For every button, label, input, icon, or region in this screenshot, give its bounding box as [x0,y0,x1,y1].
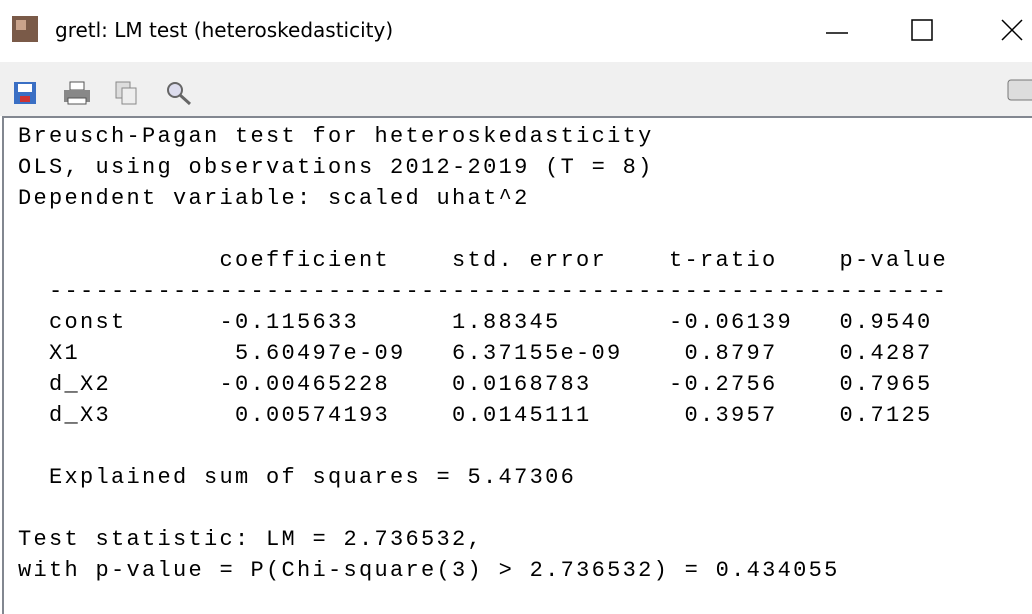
table-cell: 0.0145111 [452,403,592,428]
column-header: std. error [452,248,608,273]
close-button[interactable] [1001,19,1023,41]
save-button[interactable] [14,82,36,104]
table-cell: -0.06139 [669,310,794,335]
title-bar: gretl: LM test (heteroskedasticity) [0,0,1032,62]
print-button[interactable] [64,81,90,105]
column-header: coefficient [219,248,391,273]
table-cell: 1.88345 [452,310,561,335]
column-header: t-ratio [669,248,778,273]
table-cell: -0.2756 [669,372,778,397]
output-text: Breusch-Pagan test for heteroskedasticit… [2,116,1032,614]
row-label: d_X2 [49,372,112,397]
table-cell: 0.4287 [839,341,933,366]
copy-button[interactable] [115,81,137,105]
window-list-button[interactable] [1007,79,1032,101]
search-button[interactable] [167,82,192,106]
toolbar [0,62,1032,116]
window-title: gretl: LM test (heteroskedasticity) [55,18,394,42]
toolbar-icons [14,79,1032,106]
test-line: Test statistic: LM = 2.736532, [18,527,484,552]
table-cell: 5.60497e-09 [235,341,406,366]
table-rule: ----------------------------------------… [49,279,949,304]
heading-line: Breusch-Pagan test for heteroskedasticit… [18,124,654,149]
title-bar-graphics [12,16,1023,42]
test-line: with p-value = P(Chi-square(3) > 2.73653… [18,558,840,583]
table-cell: 0.0168783 [452,372,592,397]
table-cell: 0.8797 [684,341,778,366]
table-cell: 0.00574193 [235,403,391,428]
heading-line: Dependent variable: scaled uhat^2 [18,186,530,211]
table-cell: 0.7965 [839,372,933,397]
app-icon [16,20,26,30]
table-cell: -0.115633 [219,310,360,335]
ess-line: Explained sum of squares = 5.47306 [49,465,577,490]
table-cell: 0.7125 [839,403,933,428]
column-header: p-value [839,248,949,273]
table-cell: -0.00465228 [219,372,391,397]
table-cell: 0.9540 [839,310,933,335]
table-cell: 6.37155e-09 [452,341,623,366]
table-cell: 0.3957 [684,403,778,428]
row-label: const [49,310,127,335]
maximize-button[interactable] [911,19,933,41]
heading-line: OLS, using observations 2012-2019 (T = 8… [18,155,654,180]
row-label: X1 [49,341,81,366]
row-label: d_X3 [49,403,112,428]
